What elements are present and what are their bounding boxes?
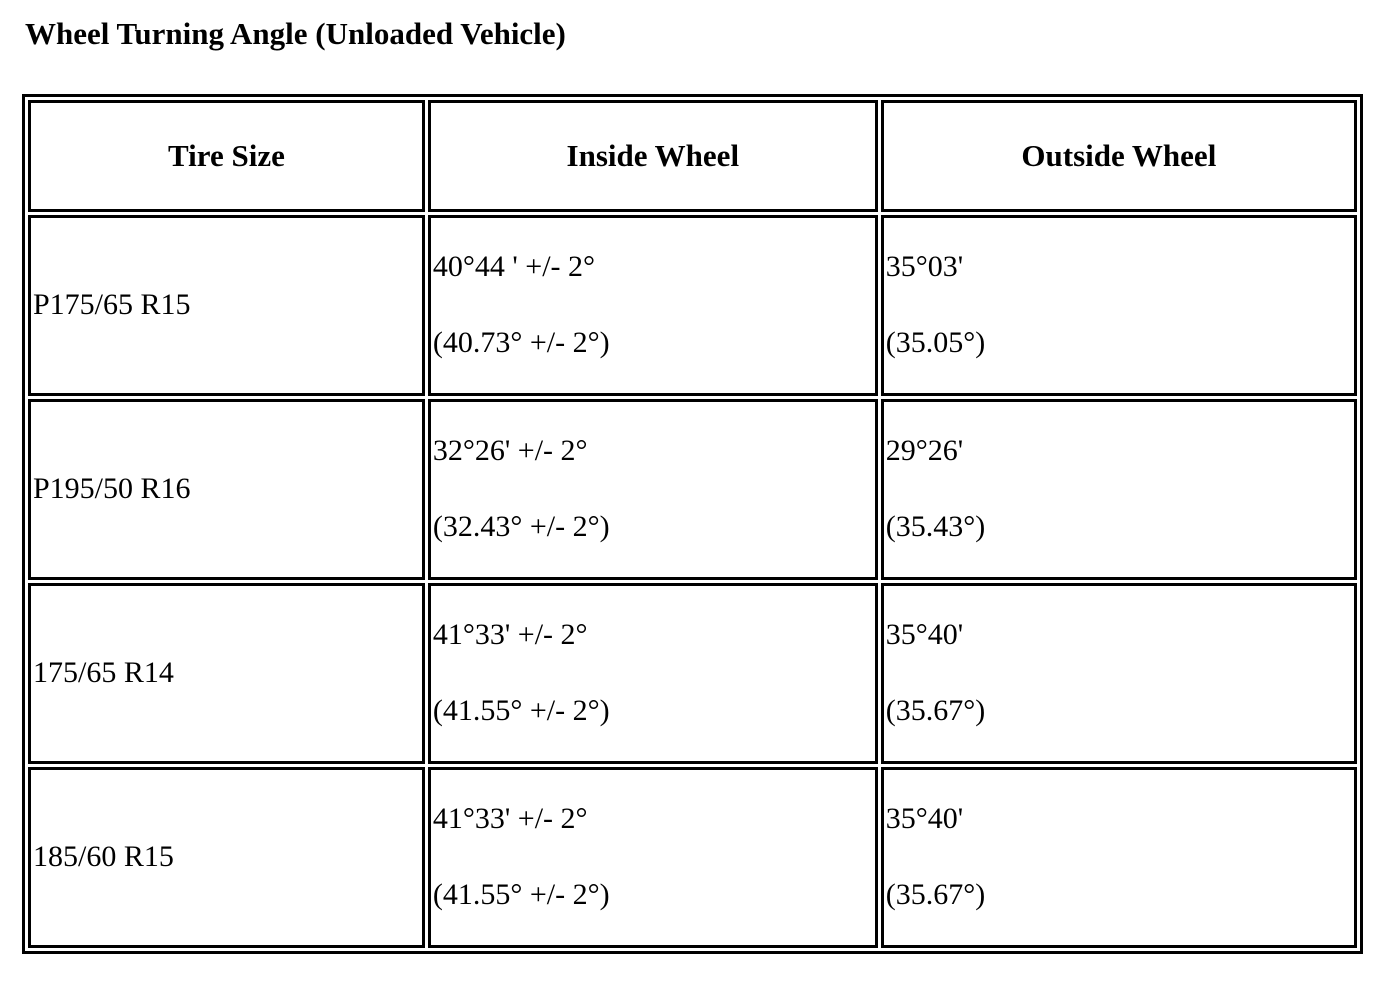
inside-wheel-cell: 40°44 ' +/- 2° (40.73° +/- 2°) xyxy=(427,214,878,396)
outside-wheel-angle: 35°40' xyxy=(885,801,964,835)
table-row: 185/60 R15 41°33' +/- 2° (41.55° +/- 2°)… xyxy=(28,766,1357,948)
table-row: 175/65 R14 41°33' +/- 2° (41.55° +/- 2°)… xyxy=(28,582,1357,764)
tire-size-cell: P195/50 R16 xyxy=(28,398,425,580)
tire-size-cell: 185/60 R15 xyxy=(28,766,425,948)
inside-wheel-cell: 41°33' +/- 2° (41.55° +/- 2°) xyxy=(427,582,878,764)
page-title: Wheel Turning Angle (Unloaded Vehicle) xyxy=(25,16,566,51)
outside-wheel-angle-decimal: (35.43°) xyxy=(885,510,986,544)
inside-wheel-cell: 41°33' +/- 2° (41.55° +/- 2°) xyxy=(427,766,878,948)
column-header-tire-size: Tire Size xyxy=(28,99,425,212)
outside-wheel-angle-decimal: (35.67°) xyxy=(885,694,986,728)
table-row: P195/50 R16 32°26' +/- 2° (32.43° +/- 2°… xyxy=(28,398,1357,580)
column-header-inside-wheel: Inside Wheel xyxy=(427,99,878,212)
tire-size-cell: P175/65 R15 xyxy=(28,214,425,396)
inside-wheel-angle: 41°33' +/- 2° xyxy=(432,801,588,835)
inside-wheel-angle-decimal: (32.43° +/- 2°) xyxy=(432,510,610,544)
outside-wheel-angle-decimal: (35.67°) xyxy=(885,878,986,912)
inside-wheel-angle-decimal: (41.55° +/- 2°) xyxy=(432,878,610,912)
inside-wheel-cell: 32°26' +/- 2° (32.43° +/- 2°) xyxy=(427,398,878,580)
outside-wheel-cell: 35°40' (35.67°) xyxy=(880,766,1357,948)
table-row: P175/65 R15 40°44 ' +/- 2° (40.73° +/- 2… xyxy=(28,214,1357,396)
outside-wheel-cell: 29°26' (35.43°) xyxy=(880,398,1357,580)
outside-wheel-angle-decimal: (35.05°) xyxy=(885,326,986,360)
inside-wheel-angle-decimal: (40.73° +/- 2°) xyxy=(432,326,610,360)
inside-wheel-angle: 32°26' +/- 2° xyxy=(432,433,588,467)
wheel-turning-angle-table: Tire Size Inside Wheel Outside Wheel P17… xyxy=(22,93,1363,954)
outside-wheel-angle: 35°40' xyxy=(885,617,964,651)
table-header-row: Tire Size Inside Wheel Outside Wheel xyxy=(28,99,1357,212)
column-header-outside-wheel: Outside Wheel xyxy=(880,99,1357,212)
outside-wheel-angle: 35°03' xyxy=(885,249,964,283)
outside-wheel-cell: 35°03' (35.05°) xyxy=(880,214,1357,396)
inside-wheel-angle-decimal: (41.55° +/- 2°) xyxy=(432,694,610,728)
outside-wheel-angle: 29°26' xyxy=(885,433,964,467)
outside-wheel-cell: 35°40' (35.67°) xyxy=(880,582,1357,764)
inside-wheel-angle: 41°33' +/- 2° xyxy=(432,617,588,651)
tire-size-cell: 175/65 R14 xyxy=(28,582,425,764)
inside-wheel-angle: 40°44 ' +/- 2° xyxy=(432,249,596,283)
